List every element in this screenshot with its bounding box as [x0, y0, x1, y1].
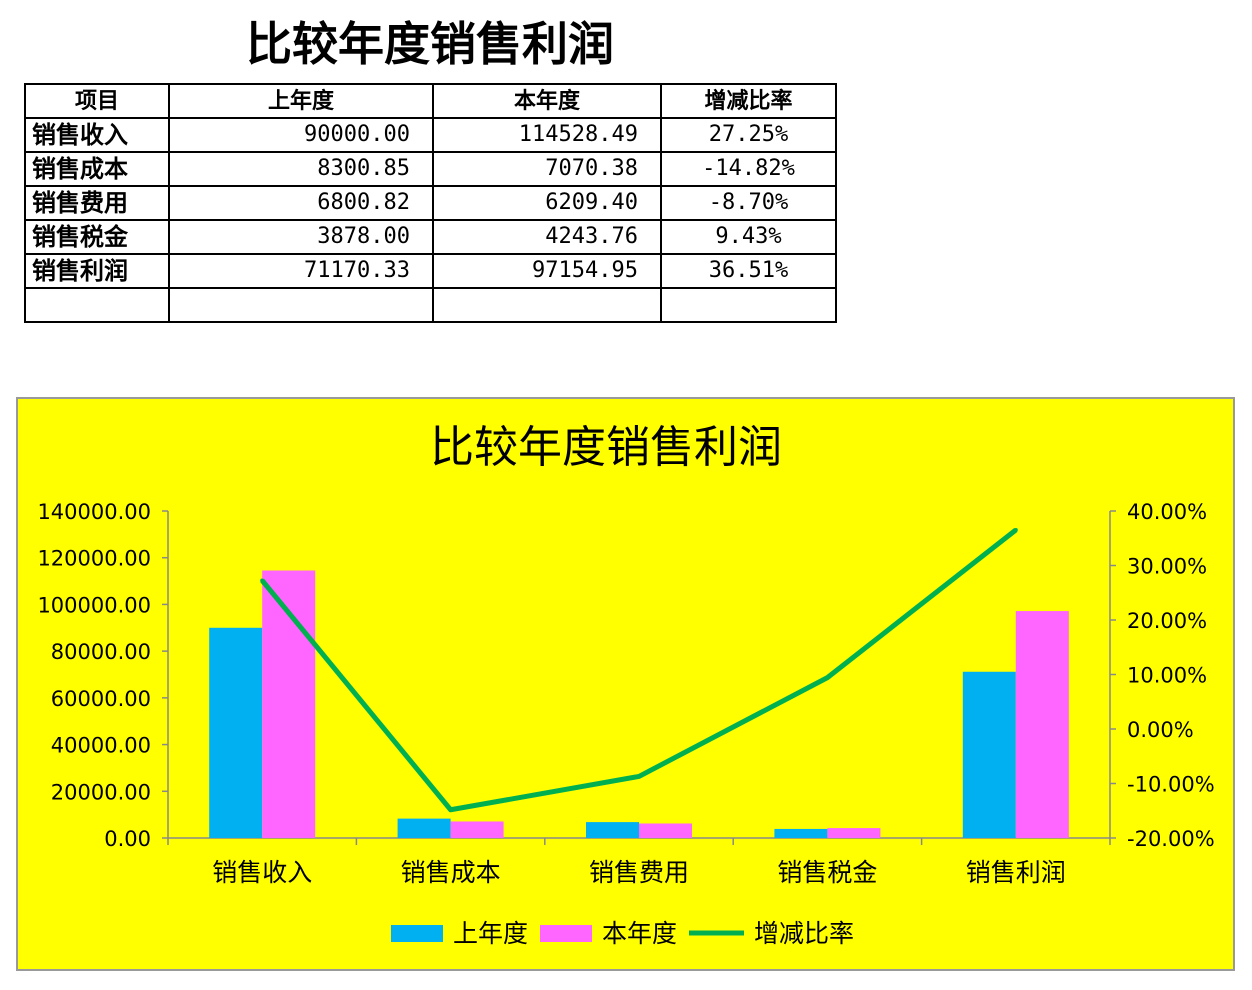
legend-label: 上年度: [453, 919, 528, 948]
x-tick-label: 销售费用: [589, 858, 689, 887]
right-tick-label: 20.00%: [1127, 609, 1207, 633]
table-cell[interactable]: 3878.00: [168, 219, 434, 255]
table-cell[interactable]: 销售收入: [24, 117, 170, 153]
table-row: 销售收入 90000.00 114528.49 27.25%: [24, 117, 837, 153]
bar-上年度: [397, 818, 451, 838]
page-title: 比较年度销售利润: [246, 17, 614, 71]
table-cell[interactable]: 97154.95: [432, 253, 662, 289]
table-cell[interactable]: [168, 287, 434, 323]
line-point: [448, 807, 453, 812]
line-point: [1013, 528, 1018, 533]
bar-上年度: [962, 671, 1016, 838]
table-cell[interactable]: 9.43%: [660, 219, 837, 255]
right-tick-label: 10.00%: [1127, 664, 1207, 688]
table-cell[interactable]: 71170.33: [168, 253, 434, 289]
x-tick-label: 销售成本: [401, 858, 501, 887]
table-cell[interactable]: [24, 287, 170, 323]
bar-上年度: [209, 627, 263, 838]
table-cell[interactable]: 4243.76: [432, 219, 662, 255]
line-point: [825, 675, 830, 680]
x-tick-label: 销售税金: [777, 858, 877, 887]
chart-title: 比较年度销售利润: [430, 422, 782, 473]
right-tick-label: -20.00%: [1127, 827, 1215, 851]
table-cell[interactable]: 90000.00: [168, 117, 434, 153]
left-tick-label: 80000.00: [51, 640, 151, 664]
bar-上年度: [774, 828, 828, 838]
column-header: 上年度: [168, 83, 434, 119]
data-table: 项目 上年度 本年度 增减比率 销售收入 90000.00 114528.49 27.25% 销…: [24, 83, 837, 323]
table-cell[interactable]: 6209.40: [432, 185, 662, 221]
right-tick-label: 0.00%: [1127, 718, 1194, 742]
table-row: [24, 287, 837, 323]
table-cell[interactable]: [432, 287, 662, 323]
x-tick-label: 销售利润: [966, 858, 1066, 887]
table-cell[interactable]: 27.25%: [660, 117, 837, 153]
table-cell[interactable]: 114528.49: [432, 117, 662, 153]
left-tick-label: 0.00: [104, 827, 151, 851]
line-point: [637, 774, 641, 779]
column-header: 本年度: [432, 83, 662, 119]
bar-本年度: [450, 821, 504, 838]
bar-本年度: [827, 828, 881, 838]
left-tick-label: 100000.00: [37, 593, 151, 617]
x-tick-label: 销售收入: [212, 858, 312, 887]
table-cell[interactable]: -8.70%: [660, 185, 837, 221]
legend-label: 增减比率: [754, 919, 854, 948]
bar-本年度: [1015, 611, 1069, 838]
right-tick-label: 40.00%: [1127, 500, 1207, 524]
table-cell[interactable]: -14.82%: [660, 151, 837, 187]
table-cell[interactable]: 6800.82: [168, 185, 434, 221]
left-tick-label: 40000.00: [51, 734, 151, 758]
table-row: 销售利润 71170.33 97154.95 36.51%: [24, 253, 837, 289]
table-row: 销售费用 6800.82 6209.40 -8.70%: [24, 185, 837, 221]
table-cell[interactable]: 销售税金: [24, 219, 170, 255]
line-增减比率: [260, 528, 1018, 813]
table-cell[interactable]: 销售利润: [24, 253, 170, 289]
table-cell[interactable]: 7070.38: [432, 151, 662, 187]
legend-swatch: [540, 925, 592, 942]
column-header: 增减比率: [660, 83, 837, 119]
table-cell[interactable]: 8300.85: [168, 151, 434, 187]
legend-swatch: [391, 925, 443, 942]
left-tick-label: 20000.00: [51, 780, 151, 804]
table-row: 销售成本 8300.85 7070.38 -14.82%: [24, 151, 837, 187]
table-row: 销售税金 3878.00 4243.76 9.43%: [24, 219, 837, 255]
column-header: 项目: [24, 83, 170, 119]
line-point: [260, 578, 265, 583]
table-cell[interactable]: 销售费用: [24, 185, 170, 221]
right-tick-label: -10.00%: [1127, 773, 1215, 797]
right-tick-label: 30.00%: [1127, 555, 1207, 579]
bar-本年度: [639, 823, 692, 838]
table-cell[interactable]: 销售成本: [24, 151, 170, 187]
table-cell[interactable]: [660, 287, 837, 323]
left-tick-label: 120000.00: [37, 547, 151, 571]
left-tick-label: 140000.00: [37, 500, 151, 524]
left-tick-label: 60000.00: [51, 687, 151, 711]
legend-label: 本年度: [602, 919, 677, 948]
table-cell[interactable]: 36.51%: [660, 253, 837, 289]
table-header-row: 项目 上年度 本年度 增减比率: [24, 83, 837, 119]
bar-上年度: [586, 822, 639, 838]
